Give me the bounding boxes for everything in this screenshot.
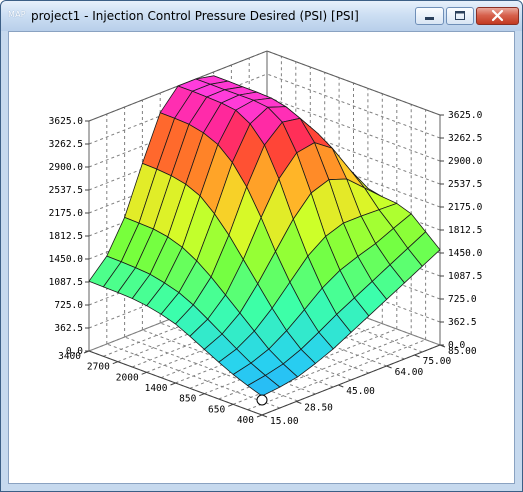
rpm-tick-label: 2000 [116, 372, 139, 383]
load-tick-label: 28.50 [304, 403, 333, 414]
load-tick-mark [338, 384, 344, 388]
load-tick-label: 15.00 [270, 416, 299, 427]
z-tick-label-left: 3262.5 [49, 139, 83, 150]
title-bar[interactable]: MAP project1 - Injection Control Pressur… [1, 1, 522, 31]
maximize-button[interactable] [446, 7, 474, 25]
rpm-tick-label: 850 [179, 394, 196, 405]
surface-cell[interactable] [247, 374, 281, 397]
rpm-tick-mark [199, 393, 205, 397]
z-tick-label-right: 1812.5 [448, 225, 482, 236]
z-tick-label-right: 1450.0 [448, 248, 483, 259]
floor-grid-line [160, 307, 340, 379]
close-button[interactable] [476, 7, 519, 25]
rpm-tick-label: 3400 [58, 351, 81, 362]
z-tick-label-left: 1450.0 [49, 254, 84, 265]
floor-grid-line [132, 296, 311, 368]
wall-grid-line [88, 165, 268, 237]
load-tick-mark [261, 414, 268, 418]
z-tick-label-left: 1812.5 [49, 231, 83, 242]
wall-grid-line [266, 96, 441, 162]
maximize-icon [455, 11, 465, 20]
rpm-tick-label: 650 [208, 404, 225, 415]
wall-grid-line [88, 234, 268, 306]
rpm-tick-mark [112, 361, 118, 365]
close-icon [491, 9, 504, 22]
plot-area[interactable]: 0.0 0.0 362.5 362.5 725.0 725.0 1087.5 1087.5 14… [8, 31, 515, 484]
load-tick-label: 75.00 [423, 356, 452, 367]
z-tick-label-left: 2537.5 [49, 185, 83, 196]
rpm-tick-mark [256, 414, 263, 418]
z-tick-label-left: 362.5 [54, 323, 83, 334]
z-tick-label-right: 2175.0 [448, 202, 483, 213]
rpm-tick-mark [141, 371, 147, 375]
load-tick-mark [414, 354, 420, 358]
axis-edge [266, 50, 441, 116]
z-tick-label-left: 0.0 [66, 346, 83, 357]
wall-grid-line [266, 119, 441, 185]
window-title: project1 - Injection Control Pressure De… [31, 9, 359, 23]
z-tick-label-left: 2175.0 [49, 208, 84, 219]
z-tick-label-right: 725.0 [448, 294, 477, 305]
z-tick-label-left: 2900.0 [49, 162, 84, 173]
rpm-tick-mark [83, 350, 90, 354]
cursor-marker[interactable] [256, 394, 268, 406]
floor-grid-line [88, 280, 268, 352]
floor-grid-line [247, 339, 426, 411]
minimize-button[interactable] [415, 7, 444, 25]
rpm-tick-label: 2700 [87, 362, 110, 373]
z-tick-label-right: 3262.5 [448, 133, 482, 144]
map-app-icon: MAP [8, 10, 26, 19]
rpm-tick-label: 1400 [145, 383, 168, 394]
wall-grid-line [88, 119, 268, 191]
floor-grid-line [103, 285, 282, 357]
wall-grid-line [88, 73, 268, 145]
z-tick-label-left: 3625.0 [49, 116, 84, 127]
wall-grid-line [88, 96, 268, 168]
rpm-tick-mark [170, 382, 176, 386]
floor-grid-line [175, 312, 354, 384]
minimize-icon [425, 17, 434, 20]
load-tick-mark [439, 344, 446, 348]
z-tick-label-right: 2537.5 [448, 179, 482, 190]
floor-grid-line [106, 343, 280, 409]
floor-grid-line [204, 323, 383, 395]
z-tick-label-right: 3625.0 [448, 110, 483, 121]
load-tick-mark [296, 401, 302, 404]
load-tick-label: 45.00 [346, 386, 375, 397]
z-tick-label-left: 1087.5 [49, 277, 83, 288]
floor-grid-line [189, 317, 369, 389]
wall-grid-line [88, 257, 268, 329]
axis-edge [261, 344, 441, 416]
rpm-tick-label: 400 [237, 415, 254, 426]
z-tick-label-right: 2900.0 [448, 156, 483, 167]
z-tick-label-right: 362.5 [448, 317, 477, 328]
wall-grid-line [88, 142, 268, 214]
z-tick-label-right: 0.0 [448, 340, 465, 351]
z-tick-label-right: 1087.5 [448, 271, 482, 282]
z-tick-label-left: 725.0 [54, 300, 83, 311]
surface-plot[interactable]: 0.0 0.0 362.5 362.5 725.0 725.0 1087.5 1087.5 14… [9, 32, 514, 483]
rpm-tick-mark [228, 403, 234, 407]
floor-grid-line [117, 291, 296, 363]
load-tick-label: 64.00 [395, 367, 424, 378]
load-tick-mark [386, 365, 392, 369]
floor-grid-line [146, 301, 325, 373]
floor-grid-line [218, 328, 397, 400]
load-tick-label: 85.00 [448, 346, 477, 357]
